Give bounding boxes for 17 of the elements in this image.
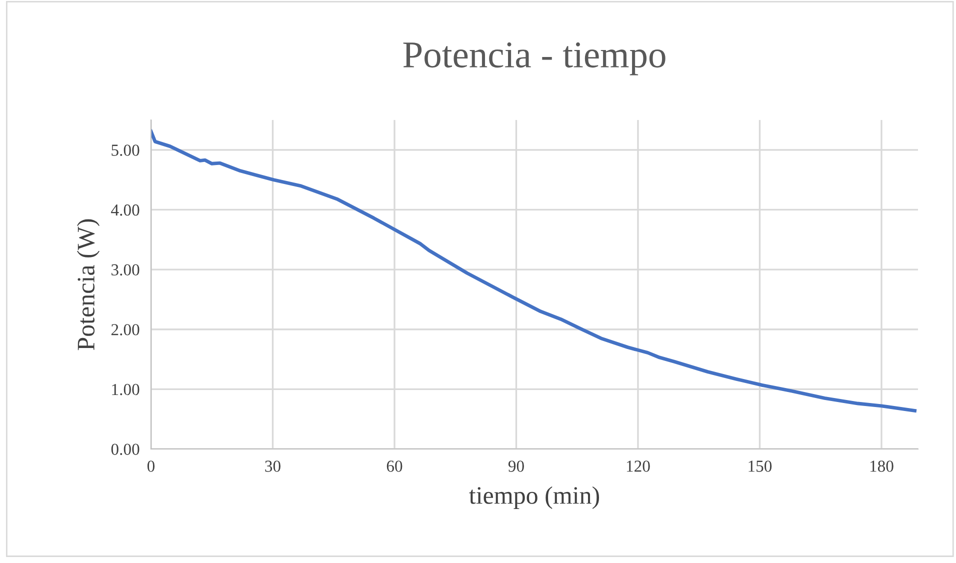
x-tick-label: 0 (147, 460, 155, 472)
y-tick-label: 0.00 (111, 444, 140, 456)
x-tick-label: 150 (748, 460, 772, 472)
x-axis-title: tiempo (min) (469, 486, 600, 510)
y-tick-label: 5.00 (112, 144, 140, 156)
line-series (151, 130, 916, 412)
y-tick-label: 3.00 (112, 264, 140, 276)
y-tick-label: 4.00 (111, 204, 140, 216)
x-tick-label: 120 (626, 460, 650, 472)
chart-title: Potencia - tiempo (403, 42, 666, 76)
x-tick-label: 90 (508, 460, 524, 472)
y-tick-label: 1.00 (112, 384, 140, 396)
y-axis-title: Potencia (W) (76, 219, 100, 350)
y-tick-label: 2.00 (111, 324, 140, 336)
x-tick-label: 60 (386, 460, 402, 472)
x-tick-label: 180 (870, 460, 894, 472)
x-tick-label: 30 (265, 460, 280, 472)
